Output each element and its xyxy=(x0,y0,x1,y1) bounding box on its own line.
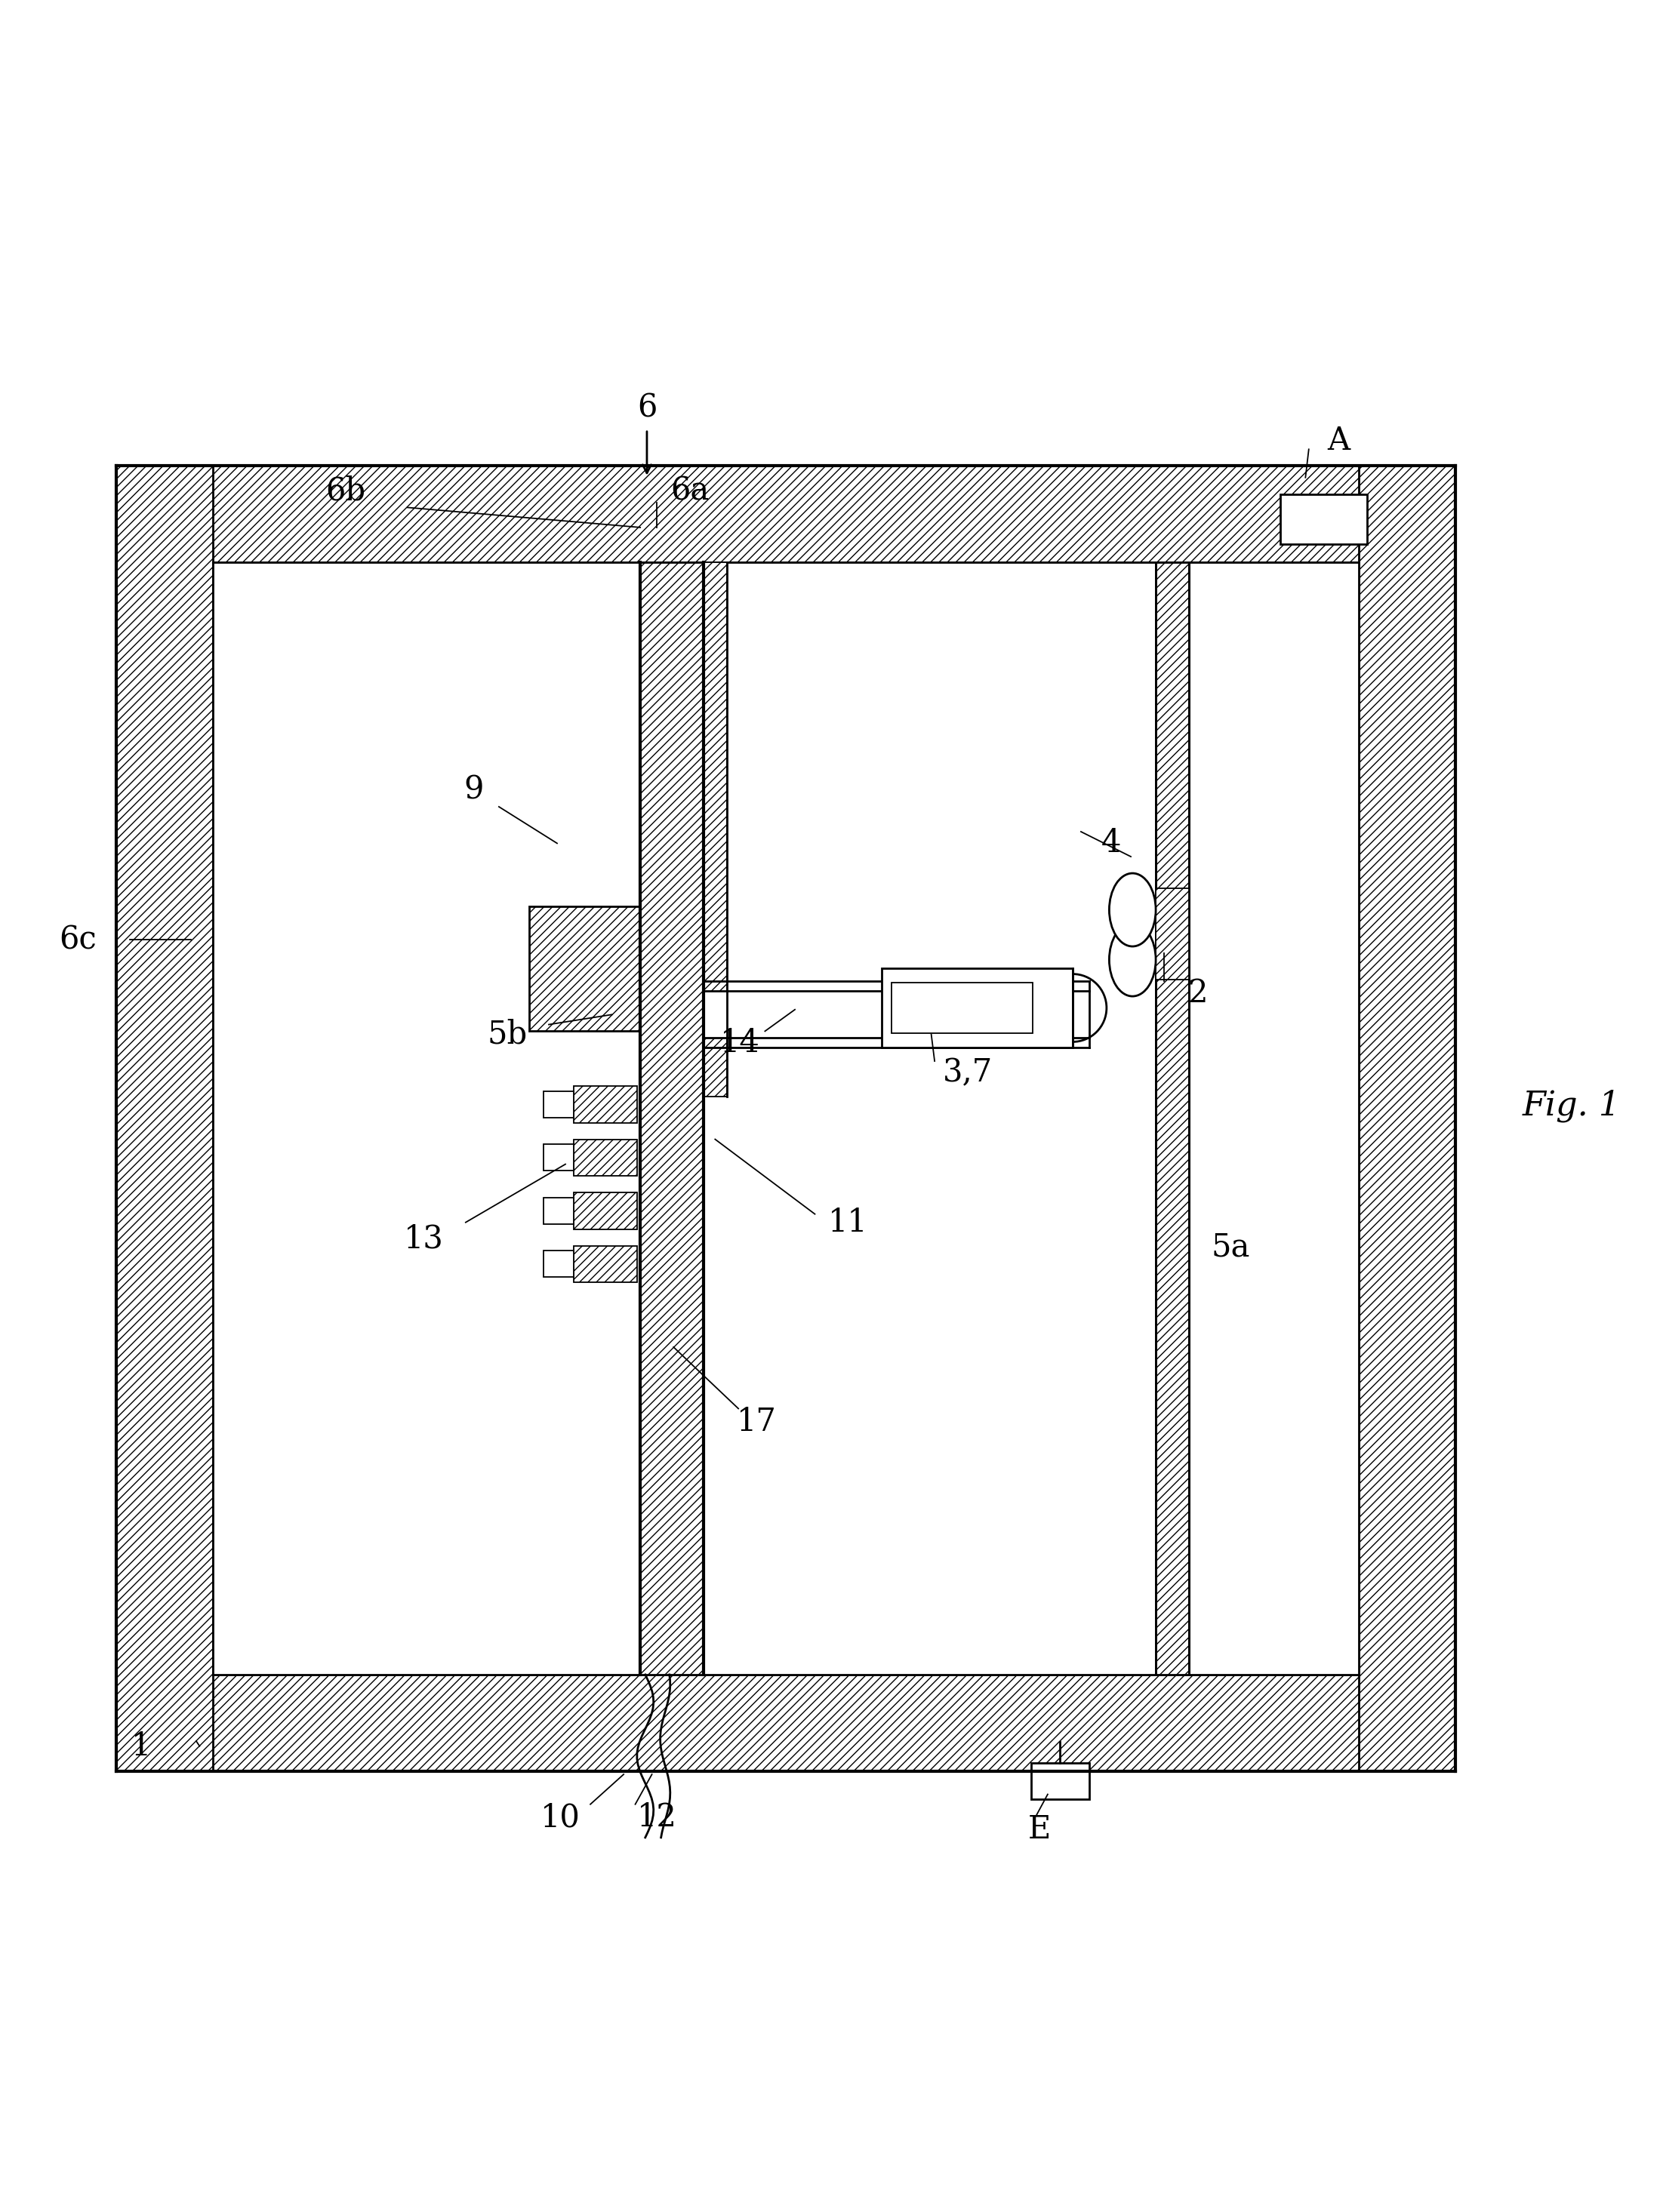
Bar xyxy=(1156,562,1189,1674)
Text: 4: 4 xyxy=(1101,827,1121,858)
Text: 6c: 6c xyxy=(60,925,96,956)
Bar xyxy=(574,1139,637,1177)
Text: 5a: 5a xyxy=(1211,1232,1251,1263)
Bar xyxy=(529,907,640,1031)
Bar xyxy=(881,969,1073,1048)
Text: 11: 11 xyxy=(828,1206,868,1239)
Bar xyxy=(574,1192,637,1230)
Text: 2: 2 xyxy=(1187,978,1207,1009)
Text: 5b: 5b xyxy=(487,1020,527,1051)
Text: A: A xyxy=(1327,425,1350,458)
Text: 17: 17 xyxy=(737,1407,777,1438)
Bar xyxy=(213,562,1359,1674)
Bar xyxy=(574,1086,637,1124)
Text: 9: 9 xyxy=(464,774,484,805)
Bar xyxy=(1281,493,1367,544)
Text: 10: 10 xyxy=(540,1803,580,1834)
Bar xyxy=(544,1197,574,1223)
Bar xyxy=(574,1245,637,1283)
Text: 12: 12 xyxy=(637,1803,677,1834)
Text: 6: 6 xyxy=(637,392,657,422)
Bar xyxy=(1156,889,1189,980)
Bar xyxy=(1031,1763,1089,1798)
Bar xyxy=(544,1144,574,1170)
Bar xyxy=(640,562,703,1674)
Text: 3,7: 3,7 xyxy=(943,1057,993,1088)
Text: 6a: 6a xyxy=(670,476,710,507)
Text: 6b: 6b xyxy=(326,476,366,507)
Bar xyxy=(116,1674,1455,1772)
Bar xyxy=(544,1091,574,1117)
Bar xyxy=(116,467,213,1772)
Bar xyxy=(116,467,1455,562)
Text: 1: 1 xyxy=(131,1730,151,1763)
Text: Fig. 1: Fig. 1 xyxy=(1522,1091,1621,1121)
Bar xyxy=(1359,467,1455,1772)
Ellipse shape xyxy=(1109,922,1156,995)
Ellipse shape xyxy=(1109,874,1156,947)
Bar xyxy=(544,1250,574,1276)
Text: E: E xyxy=(1028,1814,1051,1845)
Bar xyxy=(703,562,727,1097)
Text: 13: 13 xyxy=(404,1223,444,1254)
Bar xyxy=(891,982,1033,1033)
Text: 14: 14 xyxy=(720,1026,760,1060)
Bar xyxy=(703,991,1089,1037)
